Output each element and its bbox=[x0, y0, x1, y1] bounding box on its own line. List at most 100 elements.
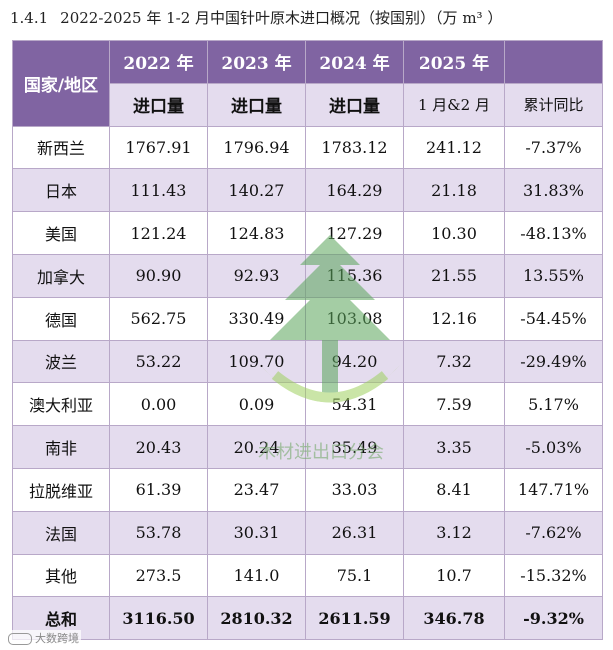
header-2022: 2022 年 bbox=[109, 40, 208, 84]
value-yoy: 5.17% bbox=[504, 382, 603, 427]
value-2023: 330.49 bbox=[207, 296, 306, 341]
value-2025: 21.18 bbox=[403, 168, 505, 213]
value-2022: 53.78 bbox=[109, 510, 208, 555]
value-yoy: 147.71% bbox=[504, 467, 603, 512]
row-label: 拉脱维亚 bbox=[12, 467, 110, 512]
value-yoy: -29.49% bbox=[504, 339, 603, 384]
value-2025: 10.7 bbox=[403, 553, 505, 598]
value-yoy: 13.55% bbox=[504, 253, 603, 298]
value-2022: 20.43 bbox=[109, 425, 208, 469]
sub-header-yoy: 累计同比 bbox=[504, 82, 603, 127]
table-row: 波兰 53.22 109.70 94.20 7.32 -29.49% bbox=[12, 339, 603, 384]
import-table: 国家/地区 2022 年 2023 年 2024 年 2025 年 进口量 进口… bbox=[12, 40, 603, 641]
header-region: 国家/地区 bbox=[12, 40, 110, 127]
value-2025: 10.30 bbox=[403, 211, 505, 255]
sub-header-2022: 进口量 bbox=[109, 82, 208, 127]
value-2023: 20.24 bbox=[207, 425, 306, 469]
row-label: 波兰 bbox=[12, 339, 110, 384]
value-2024: 164.29 bbox=[305, 168, 404, 213]
corner-mark: 大数跨境 bbox=[6, 630, 81, 646]
row-label: 加拿大 bbox=[12, 253, 110, 298]
section-number: 1.4.1 bbox=[10, 9, 49, 27]
value-2022: 53.22 bbox=[109, 339, 208, 384]
total-row: 总和 3116.50 2810.32 2611.59 346.78 -9.32% bbox=[12, 596, 603, 641]
header-row-years: 国家/地区 2022 年 2023 年 2024 年 2025 年 bbox=[12, 40, 603, 127]
sub-header-2024: 进口量 bbox=[305, 82, 404, 127]
value-2022: 121.24 bbox=[109, 211, 208, 255]
value-2025: 12.16 bbox=[403, 296, 505, 341]
value-2023: 124.83 bbox=[207, 211, 306, 255]
row-label: 澳大利亚 bbox=[12, 382, 110, 427]
value-2022: 90.90 bbox=[109, 253, 208, 298]
title-text: 2022-2025 年 1-2 月中国针叶原木进口概况（按国别）（万 m³ ） bbox=[60, 9, 503, 27]
row-label: 法国 bbox=[12, 510, 110, 555]
table-row: 新西兰 1767.91 1796.94 1783.12 241.12 -7.37% bbox=[12, 125, 603, 170]
value-2025: 7.59 bbox=[403, 382, 505, 427]
table-row: 南非 20.43 20.24 35.49 3.35 -5.03% bbox=[12, 425, 603, 469]
total-2024: 2611.59 bbox=[305, 596, 404, 641]
value-yoy: -15.32% bbox=[504, 553, 603, 598]
value-yoy: -48.13% bbox=[504, 211, 603, 255]
value-2024: 35.49 bbox=[305, 425, 404, 469]
value-2024: 127.29 bbox=[305, 211, 404, 255]
value-2024: 26.31 bbox=[305, 510, 404, 555]
row-label: 南非 bbox=[12, 425, 110, 469]
value-2022: 273.5 bbox=[109, 553, 208, 598]
table-row: 美国 121.24 124.83 127.29 10.30 -48.13% bbox=[12, 211, 603, 255]
row-label: 德国 bbox=[12, 296, 110, 341]
value-2022: 0.00 bbox=[109, 382, 208, 427]
table-row: 德国 562.75 330.49 103.08 12.16 -54.45% bbox=[12, 296, 603, 341]
value-2024: 1783.12 bbox=[305, 125, 404, 170]
value-2023: 92.93 bbox=[207, 253, 306, 298]
value-2023: 1796.94 bbox=[207, 125, 306, 170]
value-2022: 562.75 bbox=[109, 296, 208, 341]
table-row: 其他 273.5 141.0 75.1 10.7 -15.32% bbox=[12, 553, 603, 598]
row-label: 新西兰 bbox=[12, 125, 110, 170]
corner-mark-text: 大数跨境 bbox=[35, 632, 79, 645]
value-2023: 109.70 bbox=[207, 339, 306, 384]
value-2022: 1767.91 bbox=[109, 125, 208, 170]
value-2025: 241.12 bbox=[403, 125, 505, 170]
value-2024: 54.31 bbox=[305, 382, 404, 427]
value-2023: 23.47 bbox=[207, 467, 306, 512]
sub-header-2023: 进口量 bbox=[207, 82, 306, 127]
value-2023: 141.0 bbox=[207, 553, 306, 598]
value-2024: 75.1 bbox=[305, 553, 404, 598]
total-2025: 346.78 bbox=[403, 596, 505, 641]
value-2023: 30.31 bbox=[207, 510, 306, 555]
table-row: 法国 53.78 30.31 26.31 3.12 -7.62% bbox=[12, 510, 603, 555]
value-2025: 3.35 bbox=[403, 425, 505, 469]
table-row: 日本 111.43 140.27 164.29 21.18 31.83% bbox=[12, 168, 603, 213]
value-yoy: -54.45% bbox=[504, 296, 603, 341]
watermark-text: 木材进出口分会 bbox=[258, 442, 384, 463]
value-yoy: -7.62% bbox=[504, 510, 603, 555]
table-row: 加拿大 90.90 92.93 115.36 21.55 13.55% bbox=[12, 253, 603, 298]
header-empty bbox=[504, 40, 603, 84]
value-2025: 3.12 bbox=[403, 510, 505, 555]
value-2025: 7.32 bbox=[403, 339, 505, 384]
value-2025: 8.41 bbox=[403, 467, 505, 512]
value-2022: 111.43 bbox=[109, 168, 208, 213]
row-label: 美国 bbox=[12, 211, 110, 255]
value-2023: 0.09 bbox=[207, 382, 306, 427]
value-2024: 33.03 bbox=[305, 467, 404, 512]
value-yoy: 31.83% bbox=[504, 168, 603, 213]
total-2022: 3116.50 bbox=[109, 596, 208, 641]
table-row: 拉脱维亚 61.39 23.47 33.03 8.41 147.71% bbox=[12, 467, 603, 512]
value-2025: 21.55 bbox=[403, 253, 505, 298]
row-label: 日本 bbox=[12, 168, 110, 213]
value-2022: 61.39 bbox=[109, 467, 208, 512]
source-logo-icon bbox=[8, 633, 32, 645]
value-2023: 140.27 bbox=[207, 168, 306, 213]
total-yoy: -9.32% bbox=[504, 596, 603, 641]
header-row-sub: 进口量 进口量 进口量 1 月&2 月 累计同比 bbox=[13, 82, 603, 127]
value-2024: 103.08 bbox=[305, 296, 404, 341]
header-2025: 2025 年 bbox=[403, 40, 505, 84]
sub-header-2025: 1 月&2 月 bbox=[403, 82, 505, 127]
header-2023: 2023 年 bbox=[207, 40, 306, 84]
table-title: 1.4.1 2022-2025 年 1-2 月中国针叶原木进口概况（按国别）（万 … bbox=[10, 7, 502, 28]
value-yoy: -7.37% bbox=[504, 125, 603, 170]
row-label: 其他 bbox=[12, 553, 110, 598]
value-2024: 115.36 bbox=[305, 253, 404, 298]
header-2024: 2024 年 bbox=[305, 40, 404, 84]
